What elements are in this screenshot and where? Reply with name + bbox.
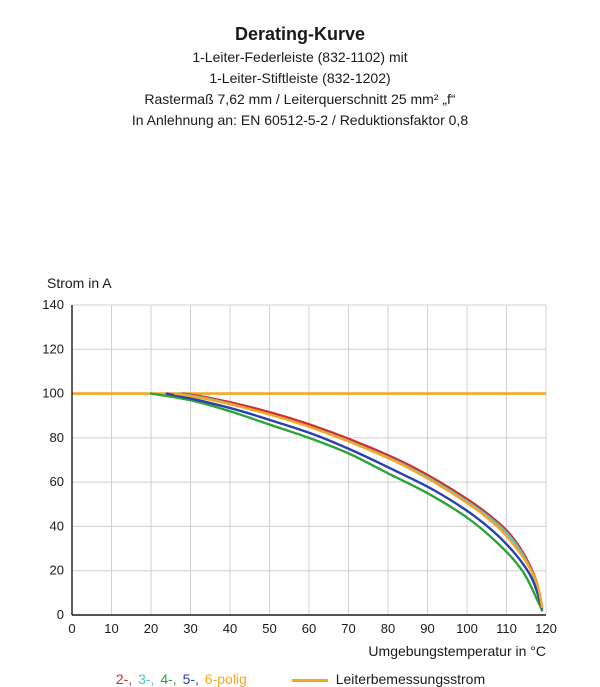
x-tick-label: 0	[68, 621, 75, 636]
series-3-polig	[179, 393, 542, 607]
legend-6-polig: 6-polig	[205, 671, 247, 687]
x-tick-label: 40	[223, 621, 237, 636]
legend-3-polig: 3-,	[138, 671, 154, 687]
x-tick-label: 10	[104, 621, 118, 636]
legend-2-polig: 2-,	[116, 671, 132, 687]
subtitle-4: In Anlehnung an: EN 60512-5-2 / Reduktio…	[0, 111, 600, 130]
y-tick-label: 100	[42, 385, 64, 400]
x-axis-label: Umgebungstemperatur in °C	[368, 643, 546, 659]
subtitle-2: 1-Leiter-Stiftleiste (832-1202)	[0, 69, 600, 88]
series-2-polig	[183, 393, 542, 606]
y-tick-label: 140	[42, 297, 64, 312]
y-tick-label: 120	[42, 341, 64, 356]
legend-rated-label: Leiterbemessungsstrom	[336, 671, 485, 687]
x-tick-label: 120	[535, 621, 557, 636]
subtitle-3: Rastermaß 7,62 mm / Leiterquerschnitt 25…	[0, 90, 600, 109]
x-tick-label: 110	[496, 621, 517, 636]
y-axis-label: Strom in A	[47, 275, 112, 291]
y-tick-label: 40	[50, 518, 64, 533]
x-tick-label: 30	[183, 621, 197, 636]
chart-legend: 2-, 3-, 4-, 5-, 6-polig Leiterbemessungs…	[0, 671, 600, 687]
x-tick-label: 20	[144, 621, 158, 636]
x-tick-label: 80	[381, 621, 395, 636]
series-5-polig	[167, 393, 542, 608]
chart-header: Derating-Kurve 1-Leiter-Federleiste (832…	[0, 0, 600, 130]
y-tick-label: 60	[50, 474, 64, 489]
y-tick-label: 80	[50, 430, 64, 445]
legend-5-polig: 5-,	[183, 671, 199, 687]
x-tick-label: 60	[302, 621, 316, 636]
x-tick-label: 70	[341, 621, 355, 636]
subtitle-1: 1-Leiter-Federleiste (832-1102) mit	[0, 48, 600, 67]
legend-rated-line	[292, 679, 328, 682]
legend-poles: 2-, 3-, 4-, 5-, 6-polig	[115, 671, 252, 687]
legend-4-polig: 4-,	[160, 671, 176, 687]
derating-chart: 0 20 40 60 80 100 120 140 0 10 20 30 40 50 60 70 80 90 100…	[0, 295, 600, 665]
series-4-polig	[151, 393, 542, 610]
x-tick-label: 90	[420, 621, 434, 636]
y-tick-label: 0	[57, 607, 64, 622]
chart-title: Derating-Kurve	[0, 22, 600, 46]
x-tick-label: 100	[456, 621, 478, 636]
x-tick-label: 50	[262, 621, 276, 636]
y-tick-label: 20	[50, 563, 64, 578]
